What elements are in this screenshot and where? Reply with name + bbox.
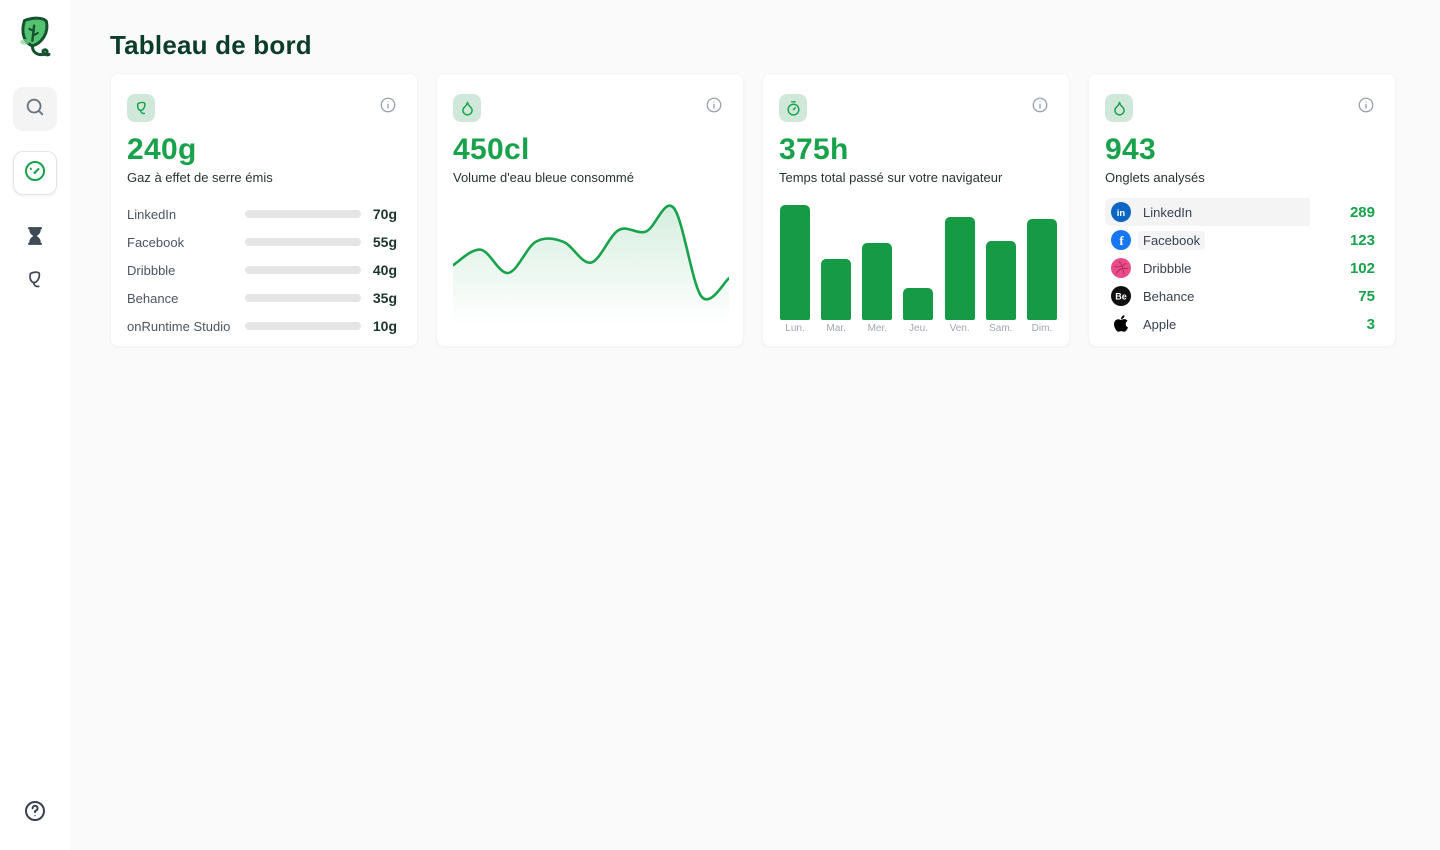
gas-row-label: LinkedIn [127, 206, 177, 222]
droplet-icon [453, 94, 481, 122]
page-title: Tableau de bord [110, 30, 312, 60]
sidebar-nav [13, 87, 57, 304]
site-name: Behance [1143, 288, 1195, 304]
time-bars [780, 205, 1057, 320]
bar-label-mer: Mer. [867, 323, 888, 334]
svg-text:Be: Be [1115, 292, 1127, 302]
site-row-linkedin[interactable]: in LinkedIn 289 [1105, 198, 1375, 226]
help-icon [23, 799, 47, 828]
leaf-icon [24, 269, 46, 296]
card-greenhouse-gas: 240g Gaz à effet de serre émis LinkedIn … [110, 73, 418, 347]
card-browser-time: 375h Temps total passé sur votre navigat… [762, 73, 1070, 347]
bar-jeu [903, 288, 934, 320]
leaf-icon [127, 94, 155, 122]
svg-text:in: in [1117, 208, 1126, 219]
gas-row-value: 70g [372, 206, 397, 222]
gas-row-label: Dribbble [127, 262, 176, 278]
info-icon[interactable] [1031, 96, 1049, 114]
gas-bar-list: LinkedIn 70g Facebook 55g Dribbble 40g B… [127, 200, 397, 340]
gas-bar-track [245, 238, 361, 246]
gas-row-label: Facebook [127, 234, 185, 250]
site-row-apple[interactable]: Apple 3 [1105, 310, 1375, 338]
gas-row-label: Behance [127, 290, 179, 306]
time-bar-labels: Lun. Mar. Mer. Jeu. Ven. Sam. Dim. [780, 323, 1057, 334]
bar-label-dim: Dim. [1031, 323, 1053, 334]
stopwatch-icon [779, 94, 807, 122]
gas-row-label: onRuntime Studio [127, 318, 231, 334]
site-name: Facebook [1138, 230, 1206, 250]
site-count: 3 [1366, 315, 1375, 333]
info-icon[interactable] [379, 96, 397, 114]
apple-icon [1111, 314, 1131, 334]
water-line-chart [451, 195, 731, 330]
tabs-site-list: in LinkedIn 289 f Facebook 123 [1105, 198, 1375, 338]
gas-row-value: 40g [372, 262, 397, 278]
bar-label-mar: Mar. [826, 323, 846, 334]
gas-total-value: 240g [127, 133, 197, 166]
search-icon [24, 96, 46, 123]
gauge-icon [23, 159, 47, 188]
time-total-value: 375h [779, 133, 849, 166]
droplet-icon [1105, 94, 1133, 122]
bar-lun [780, 205, 810, 320]
bar-sam [985, 241, 1016, 320]
water-total-value: 450cl [453, 133, 530, 166]
info-icon[interactable] [1357, 96, 1375, 114]
bar-ven [944, 217, 975, 320]
sidebar-item-history[interactable] [13, 216, 57, 260]
site-count: 102 [1349, 259, 1375, 277]
gas-bar-track [245, 294, 361, 302]
sidebar-item-dashboard[interactable] [13, 151, 57, 195]
gas-row-onruntime: onRuntime Studio 10g [127, 312, 397, 340]
gas-row-linkedin: LinkedIn 70g [127, 200, 397, 228]
gas-bar-track [245, 266, 361, 274]
site-count: 123 [1349, 231, 1375, 249]
site-count: 289 [1349, 203, 1375, 221]
water-subtitle: Volume d'eau bleue consommé [453, 170, 634, 185]
gas-bar-track [245, 322, 361, 330]
bar-label-sam: Sam. [989, 323, 1013, 334]
facebook-icon: f [1111, 230, 1131, 250]
site-name: Apple [1143, 316, 1177, 332]
bar-label-jeu: Jeu. [909, 323, 928, 334]
card-tabs-analyzed: 943 Onglets analysés in LinkedIn 289 f F… [1088, 73, 1396, 347]
time-bar-chart: Lun. Mar. Mer. Jeu. Ven. Sam. Dim. [780, 205, 1057, 334]
sidebar-item-ecology[interactable] [13, 260, 57, 304]
bar-label-ven: Ven. [949, 323, 970, 334]
sidebar-item-search[interactable] [13, 87, 57, 131]
site-count: 75 [1358, 287, 1375, 305]
bar-mar [821, 259, 852, 320]
gas-row-value: 35g [372, 290, 397, 306]
site-row-behance[interactable]: Be Behance 75 [1105, 282, 1375, 310]
behance-icon: Be [1111, 286, 1131, 306]
linkedin-icon: in [1111, 202, 1131, 222]
time-subtitle: Temps total passé sur votre navigateur [779, 170, 1003, 185]
sidebar-item-help[interactable] [13, 791, 57, 835]
card-water-volume: 450cl Volume d'eau bleue consommé [436, 73, 744, 347]
gas-row-dribbble: Dribbble 40g [127, 256, 397, 284]
site-row-facebook[interactable]: f Facebook 123 [1105, 226, 1375, 254]
sidebar [0, 0, 70, 850]
gas-row-behance: Behance 35g [127, 284, 397, 312]
app-logo-leaf-icon [14, 15, 56, 61]
svg-text:f: f [1119, 233, 1124, 248]
gas-bar-track [245, 210, 361, 218]
bar-dim [1026, 219, 1057, 320]
tabs-subtitle: Onglets analysés [1105, 170, 1205, 185]
bar-label-lun: Lun. [785, 323, 805, 334]
dribbble-icon [1111, 258, 1131, 278]
hourglass-icon [24, 225, 46, 252]
gas-row-facebook: Facebook 55g [127, 228, 397, 256]
site-row-dribbble[interactable]: Dribbble 102 [1105, 254, 1375, 282]
site-name: LinkedIn [1143, 204, 1193, 220]
cards-row: 240g Gaz à effet de serre émis LinkedIn … [110, 73, 1400, 347]
main-content: Tableau de bord 240g Gaz à effet de serr [70, 0, 1440, 850]
gas-row-value: 55g [372, 234, 397, 250]
gas-subtitle: Gaz à effet de serre émis [127, 170, 273, 185]
info-icon[interactable] [705, 96, 723, 114]
site-name: Dribbble [1143, 260, 1192, 276]
gas-row-value: 10g [372, 318, 397, 334]
bar-mer [862, 243, 893, 320]
tabs-total-value: 943 [1105, 133, 1156, 166]
